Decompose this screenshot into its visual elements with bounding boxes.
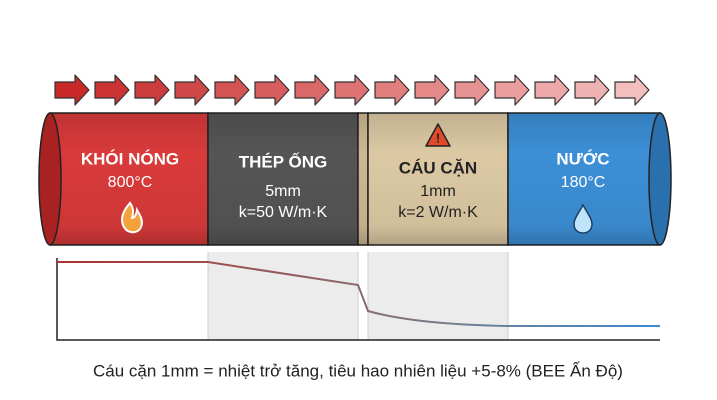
heat-arrow bbox=[614, 74, 650, 106]
section-title: CÁU CẶN bbox=[399, 158, 477, 177]
profile-band bbox=[368, 252, 508, 340]
heat-arrow bbox=[374, 74, 410, 106]
heat-arrow bbox=[414, 74, 450, 106]
section-detail: k=2 W/m·K bbox=[398, 204, 478, 221]
tube-left-end bbox=[38, 112, 62, 246]
heat-arrow bbox=[94, 74, 130, 106]
heat-arrow bbox=[214, 74, 250, 106]
warning-mark: ! bbox=[436, 130, 440, 145]
temperature-profile bbox=[57, 261, 660, 327]
heat-arrow bbox=[494, 74, 530, 106]
heat-arrow bbox=[334, 74, 370, 106]
tube-right-end bbox=[648, 112, 672, 246]
caption: Cáu cặn 1mm = nhiệt trở tăng, tiêu hao n… bbox=[93, 361, 623, 380]
warning-icon bbox=[425, 123, 451, 147]
heat-arrow bbox=[174, 74, 210, 106]
tube-shading bbox=[50, 113, 660, 245]
section-detail: k=50 W/m·K bbox=[239, 204, 328, 221]
heat-arrow bbox=[574, 74, 610, 106]
heat-arrow bbox=[54, 74, 90, 106]
heat-arrow bbox=[294, 74, 330, 106]
section-detail: 5mm bbox=[265, 183, 301, 200]
heat-arrow bbox=[534, 74, 570, 106]
heat-arrow bbox=[134, 74, 170, 106]
heat-arrow bbox=[454, 74, 490, 106]
section-title: THÉP ỐNG bbox=[239, 151, 327, 171]
heat-arrow bbox=[254, 74, 290, 106]
section-detail: 180°C bbox=[561, 174, 606, 191]
section-title: KHÓI NÓNG bbox=[81, 149, 179, 168]
section-detail: 1mm bbox=[420, 183, 456, 200]
water-drop-icon bbox=[573, 203, 593, 234]
section-detail: 800°C bbox=[108, 174, 153, 191]
profile-axes bbox=[56, 258, 660, 341]
section-title: NƯỚC bbox=[556, 149, 609, 168]
heat-flow-arrows bbox=[54, 74, 650, 106]
flame-icon bbox=[121, 201, 143, 234]
